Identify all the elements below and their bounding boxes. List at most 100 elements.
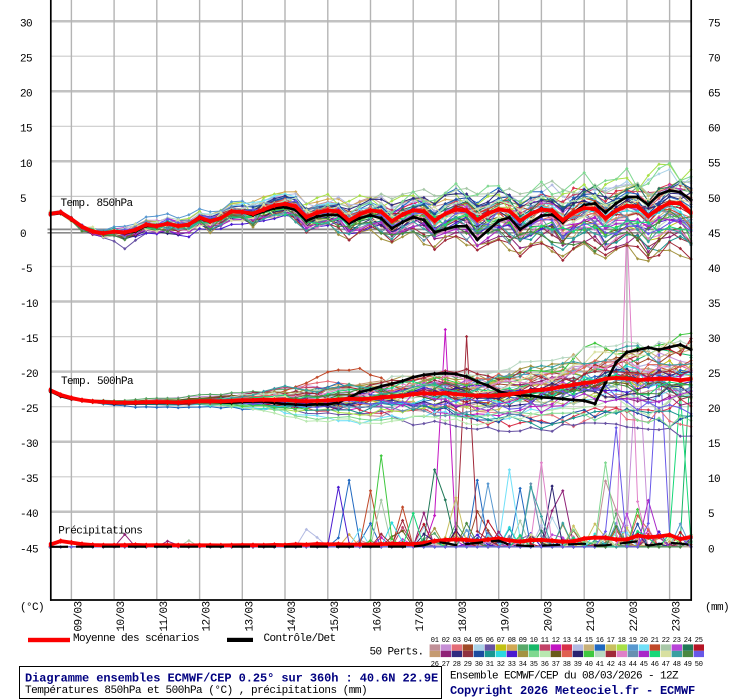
svg-text:15: 15 (708, 439, 720, 451)
svg-text:25: 25 (20, 54, 32, 66)
svg-text:11: 11 (541, 637, 549, 645)
svg-text:-40: -40 (20, 509, 38, 521)
svg-text:46: 46 (651, 661, 659, 669)
svg-text:25: 25 (695, 637, 703, 645)
svg-text:Temp. 850hPa: Temp. 850hPa (61, 198, 134, 210)
svg-text:10: 10 (530, 637, 538, 645)
svg-text:0: 0 (20, 229, 26, 241)
svg-text:-15: -15 (20, 334, 38, 346)
svg-text:30: 30 (475, 661, 483, 669)
svg-text:15: 15 (20, 124, 32, 136)
svg-text:33: 33 (508, 661, 516, 669)
svg-text:19: 19 (629, 637, 637, 645)
svg-text:Ensemble ECMWF/CEP du 08/03/20: Ensemble ECMWF/CEP du 08/03/2026 - 12Z (450, 671, 679, 683)
svg-text:45: 45 (640, 661, 648, 669)
svg-text:23/03: 23/03 (672, 602, 684, 632)
svg-text:-5: -5 (20, 264, 32, 276)
svg-text:24: 24 (684, 637, 692, 645)
svg-text:Températures 850hPa et 500hPa: Températures 850hPa et 500hPa (°C) , pré… (25, 685, 367, 697)
svg-text:13: 13 (563, 637, 571, 645)
svg-text:09/03: 09/03 (73, 602, 85, 632)
svg-text:08: 08 (508, 637, 516, 645)
svg-text:Temp. 500hPa: Temp. 500hPa (61, 376, 134, 388)
svg-text:29: 29 (464, 661, 472, 669)
svg-text:48: 48 (673, 661, 681, 669)
svg-text:32: 32 (497, 661, 505, 669)
svg-text:17/03: 17/03 (415, 602, 427, 632)
svg-text:17: 17 (607, 637, 615, 645)
svg-text:22: 22 (662, 637, 670, 645)
svg-text:Diagramme ensembles ECMWF/CEP: Diagramme ensembles ECMWF/CEP 0.25° sur … (25, 672, 438, 686)
svg-text:0: 0 (708, 544, 714, 556)
svg-text:16: 16 (596, 637, 604, 645)
svg-text:18/03: 18/03 (458, 602, 470, 632)
svg-text:50 Perts.: 50 Perts. (370, 647, 424, 659)
svg-text:55: 55 (708, 159, 720, 171)
svg-text:23: 23 (673, 637, 681, 645)
svg-text:12/03: 12/03 (202, 602, 214, 632)
svg-text:07: 07 (497, 637, 505, 645)
svg-text:16/03: 16/03 (373, 602, 385, 632)
svg-text:30: 30 (708, 334, 720, 346)
svg-text:04: 04 (464, 637, 472, 645)
svg-text:60: 60 (708, 124, 720, 136)
svg-text:22/03: 22/03 (629, 602, 641, 632)
svg-text:65: 65 (708, 89, 720, 101)
svg-text:20: 20 (708, 404, 720, 416)
svg-text:35: 35 (708, 299, 720, 311)
svg-text:21/03: 21/03 (586, 602, 598, 632)
svg-text:28: 28 (453, 661, 461, 669)
svg-text:75: 75 (708, 19, 720, 31)
svg-text:-30: -30 (20, 439, 38, 451)
svg-text:27: 27 (442, 661, 450, 669)
svg-text:47: 47 (662, 661, 670, 669)
svg-text:(°C): (°C) (20, 602, 44, 614)
svg-text:-45: -45 (20, 544, 38, 556)
svg-text:42: 42 (607, 661, 615, 669)
svg-text:03: 03 (453, 637, 461, 645)
svg-text:31: 31 (486, 661, 494, 669)
svg-text:14: 14 (574, 637, 582, 645)
svg-text:5: 5 (20, 194, 26, 206)
svg-text:10: 10 (708, 474, 720, 486)
svg-text:13/03: 13/03 (244, 602, 256, 632)
svg-text:11/03: 11/03 (159, 602, 171, 632)
svg-text:-35: -35 (20, 474, 38, 486)
svg-text:40: 40 (708, 264, 720, 276)
svg-text:20: 20 (20, 89, 32, 101)
svg-text:14/03: 14/03 (287, 602, 299, 632)
svg-text:41: 41 (596, 661, 604, 669)
svg-text:25: 25 (708, 369, 720, 381)
svg-text:10/03: 10/03 (116, 602, 128, 632)
svg-text:10: 10 (20, 159, 32, 171)
svg-text:15: 15 (585, 637, 593, 645)
svg-text:34: 34 (519, 661, 527, 669)
svg-text:15/03: 15/03 (330, 602, 342, 632)
svg-text:(mm): (mm) (705, 602, 729, 614)
svg-text:70: 70 (708, 54, 720, 66)
svg-text:37: 37 (552, 661, 560, 669)
svg-text:06: 06 (486, 637, 494, 645)
svg-text:26: 26 (431, 661, 439, 669)
svg-text:50: 50 (695, 661, 703, 669)
svg-text:-10: -10 (20, 299, 38, 311)
svg-text:5: 5 (708, 509, 714, 521)
svg-text:01: 01 (431, 637, 439, 645)
svg-text:20/03: 20/03 (543, 602, 555, 632)
svg-text:12: 12 (552, 637, 560, 645)
svg-text:09: 09 (519, 637, 527, 645)
svg-text:18: 18 (618, 637, 626, 645)
svg-text:Copyright 2026 Meteociel.fr -: Copyright 2026 Meteociel.fr - ECMWF (450, 684, 695, 698)
svg-text:40: 40 (585, 661, 593, 669)
svg-text:02: 02 (442, 637, 450, 645)
svg-text:05: 05 (475, 637, 483, 645)
svg-text:44: 44 (629, 661, 637, 669)
svg-text:39: 39 (574, 661, 582, 669)
svg-text:50: 50 (708, 194, 720, 206)
svg-text:38: 38 (563, 661, 571, 669)
svg-text:36: 36 (541, 661, 549, 669)
svg-text:30: 30 (20, 19, 32, 31)
svg-text:Précipitations: Précipitations (58, 525, 142, 537)
svg-text:20: 20 (640, 637, 648, 645)
svg-text:-25: -25 (20, 404, 38, 416)
